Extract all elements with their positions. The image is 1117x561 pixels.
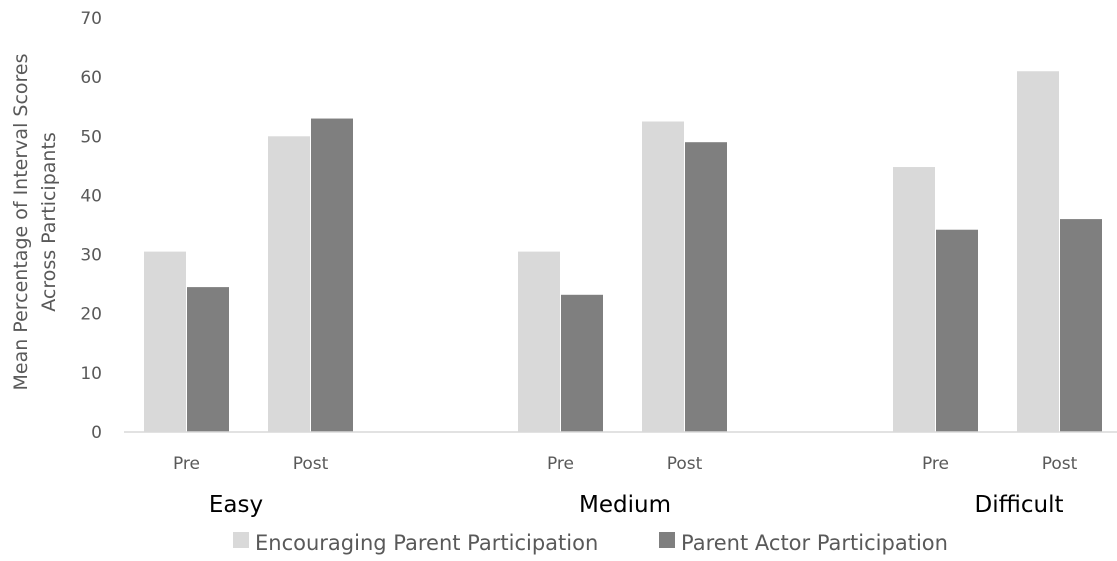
category-label-pre: Pre (922, 454, 949, 474)
y-axis-label-line-2: Across Participants (38, 132, 60, 312)
group-label-difficult: Difficult (975, 492, 1064, 518)
category-labels: Pre Post Pre Post Pre Post (173, 454, 1078, 474)
group-labels: Easy Medium Difficult (209, 492, 1064, 518)
y-tick-label: 0 (91, 423, 102, 443)
bar-encouraging-easy-pre (144, 251, 186, 432)
y-axis-ticks: 0 10 20 30 40 50 60 70 (80, 9, 102, 443)
bar-encouraging-difficult-post (1017, 71, 1059, 432)
category-label-post: Post (293, 454, 329, 474)
y-tick-label: 30 (80, 246, 102, 266)
y-tick-label: 60 (80, 68, 102, 88)
bar-encouraging-medium-post (642, 121, 684, 432)
category-label-post: Post (667, 454, 703, 474)
y-tick-label: 50 (80, 127, 102, 147)
y-axis-label: Mean Percentage of Interval Scores Acros… (10, 54, 60, 391)
category-label-pre: Pre (173, 454, 200, 474)
bars (144, 71, 1102, 433)
bar-parent-actor-medium-post (685, 142, 727, 432)
legend-swatch-encouraging (233, 532, 249, 548)
legend-label-parent-actor: Parent Actor Participation (681, 531, 948, 555)
group-label-easy: Easy (209, 492, 263, 518)
group-label-medium: Medium (579, 492, 671, 518)
legend-swatch-parent-actor (659, 532, 675, 548)
bar-encouraging-difficult-pre (893, 167, 935, 433)
y-tick-label: 70 (80, 9, 102, 29)
legend-label-encouraging: Encouraging Parent Participation (255, 531, 598, 555)
bar-parent-actor-medium-pre (561, 294, 603, 432)
category-label-post: Post (1042, 454, 1078, 474)
bar-parent-actor-difficult-pre (936, 229, 978, 432)
bar-encouraging-medium-pre (518, 251, 560, 432)
bar-parent-actor-easy-post (311, 118, 353, 433)
y-axis-label-line-1: Mean Percentage of Interval Scores (10, 54, 32, 391)
bar-parent-actor-difficult-post (1060, 219, 1102, 432)
y-tick-label: 20 (80, 305, 102, 325)
legend: Encouraging Parent Participation Parent … (233, 531, 948, 555)
bar-encouraging-easy-post (268, 136, 310, 433)
category-label-pre: Pre (547, 454, 574, 474)
y-tick-label: 40 (80, 186, 102, 206)
bar-parent-actor-easy-pre (187, 287, 229, 432)
y-tick-label: 10 (80, 364, 102, 384)
